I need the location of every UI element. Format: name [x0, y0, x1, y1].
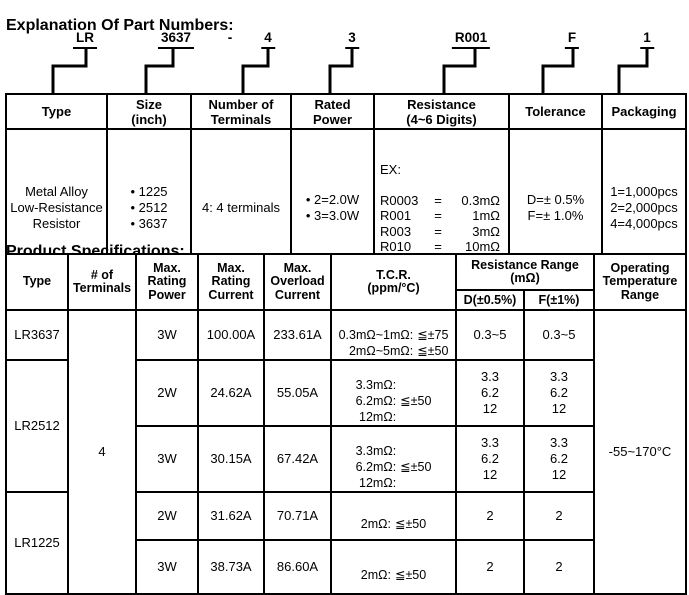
spec-overload-cell: 233.61A — [263, 309, 332, 361]
spec-row-lr1225-2w: LR1225 2W 31.62A 70.71A 2mΩ: ≦±50 2 2 — [5, 491, 686, 595]
spec-f-cell: 2 — [523, 491, 595, 541]
spec-table: Type # of Terminals Max. Rating Power Ma… — [5, 253, 687, 595]
spec-tcr-cell: 2mΩ: ≦±50 — [330, 539, 457, 595]
spec-f-cell: 3.3 6.2 12 — [523, 359, 595, 427]
spec-header-overload: Max. Overload Current — [263, 253, 332, 311]
header-size: Size (inch) — [106, 93, 192, 130]
spec-f-cell: 0.3~5 — [523, 309, 595, 361]
spec-header-resistance-range: Resistance Range (mΩ) — [455, 253, 595, 291]
spec-f-cell: 2 — [523, 539, 595, 595]
spec-current-cell: 38.73A — [197, 539, 265, 595]
resistance-example-list: R0003 = 0.3mΩ R001 = 1mΩ R003 = 3mΩ R010 = 10mΩ — [380, 192, 500, 255]
spec-header-row-2: D(±0.5%) F(±1%) — [6, 289, 686, 311]
spec-tcr-cell: 3.3mΩ: 6.2mΩ: ≦±50 12mΩ: — [330, 359, 457, 427]
spec-power-cell: 3W — [135, 309, 199, 361]
spec-current-cell: 100.00A — [197, 309, 265, 361]
header-tolerance: Tolerance — [508, 93, 603, 130]
spec-header-type: Type — [5, 253, 69, 311]
spec-power-cell: 3W — [135, 425, 199, 493]
spec-row-lr2512-3w: 3W 30.15A 67.42A 3.3mΩ: 6.2mΩ: ≦±50 12mΩ:… — [6, 425, 686, 493]
spec-overload-cell: 67.42A — [263, 425, 332, 493]
spec-overload-cell: 86.60A — [263, 539, 332, 595]
header-resistance: Resistance (4~6 Digits) — [373, 93, 510, 130]
spec-row-lr2512-2w: LR2512 2W 24.62A 55.05A 3.3mΩ: 6.2mΩ: ≦±5… — [5, 359, 686, 493]
spec-d-cell: 3.3 6.2 12 — [455, 359, 525, 427]
part-code-tolerance: F — [564, 30, 580, 49]
spec-d-cell: 2 — [455, 539, 525, 595]
spec-temp-cell: -55~170°C — [593, 309, 687, 595]
part-code-resistance: R001 — [451, 30, 491, 49]
part-number-connector-lines — [51, 49, 649, 93]
explanation-header-row: Type Size (inch) Number of Terminals Rat… — [5, 93, 687, 130]
spec-tcr-cell: 0.3mΩ~1mΩ: ≦±75 2mΩ~5mΩ: ≦±50 — [330, 309, 457, 361]
part-numbers-title: Explanation Of Part Numbers: — [6, 16, 234, 34]
spec-f-cell: 3.3 6.2 12 — [523, 425, 595, 493]
part-code-power: 3 — [345, 30, 359, 49]
header-packaging: Packaging — [601, 93, 687, 130]
power-options: • 2=2.0W • 3=3.0W — [305, 192, 360, 223]
part-code-size: 3637 — [157, 30, 195, 49]
spec-power-cell: 2W — [135, 491, 199, 541]
spec-header-row-1: Type # of Terminals Max. Rating Power Ma… — [5, 253, 687, 311]
spec-row-lr3637: LR3637 4 3W 100.00A 233.61A 0.3mΩ~1mΩ: ≦±… — [5, 309, 687, 595]
spec-power-cell: 2W — [135, 359, 199, 427]
part-code-packaging: 1 — [640, 30, 654, 49]
header-terminals: Number of Terminals — [190, 93, 292, 130]
spec-header-terminals: # of Terminals — [67, 253, 137, 311]
spec-power-cell: 3W — [135, 539, 199, 595]
spec-header-temp: Operating Temperature Range — [593, 253, 687, 311]
spec-d-cell: 0.3~5 — [455, 309, 525, 361]
size-options: • 1225 • 2512 • 3637 — [130, 184, 168, 231]
part-code-dash: - — [227, 30, 233, 45]
spec-type-cell: LR3637 — [5, 309, 69, 361]
resistance-example-prefix: EX: — [380, 161, 401, 177]
spec-current-cell: 30.15A — [197, 425, 265, 493]
packaging-options: 1=1,000pcs 2=2,000pcs 4=4,000pcs — [610, 184, 678, 231]
spec-d-cell: 3.3 6.2 12 — [455, 425, 525, 493]
spec-header-d: D(±0.5%) — [455, 289, 525, 311]
spec-header-current: Max. Rating Current — [197, 253, 265, 311]
spec-overload-cell: 55.05A — [263, 359, 332, 427]
header-power: Rated Power — [290, 93, 375, 130]
part-code-terminals: 4 — [261, 30, 275, 49]
spec-header-tcr: T.C.R. (ppm/°C) — [330, 253, 457, 311]
spec-header-power: Max. Rating Power — [135, 253, 199, 311]
spec-tcr-cell: 2mΩ: ≦±50 — [330, 491, 457, 541]
spec-current-cell: 24.62A — [197, 359, 265, 427]
spec-terminals-cell: 4 — [67, 309, 137, 595]
spec-tcr-cell: 3.3mΩ: 6.2mΩ: ≦±50 12mΩ: — [330, 425, 457, 493]
spec-type-cell: LR1225 — [5, 491, 69, 595]
spec-current-cell: 31.62A — [197, 491, 265, 541]
spec-d-cell: 2 — [455, 491, 525, 541]
header-type: Type — [5, 93, 108, 130]
spec-overload-cell: 70.71A — [263, 491, 332, 541]
part-code-type: LR — [73, 30, 97, 49]
spec-header-f: F(±1%) — [523, 289, 595, 311]
spec-type-cell: LR2512 — [5, 359, 69, 493]
